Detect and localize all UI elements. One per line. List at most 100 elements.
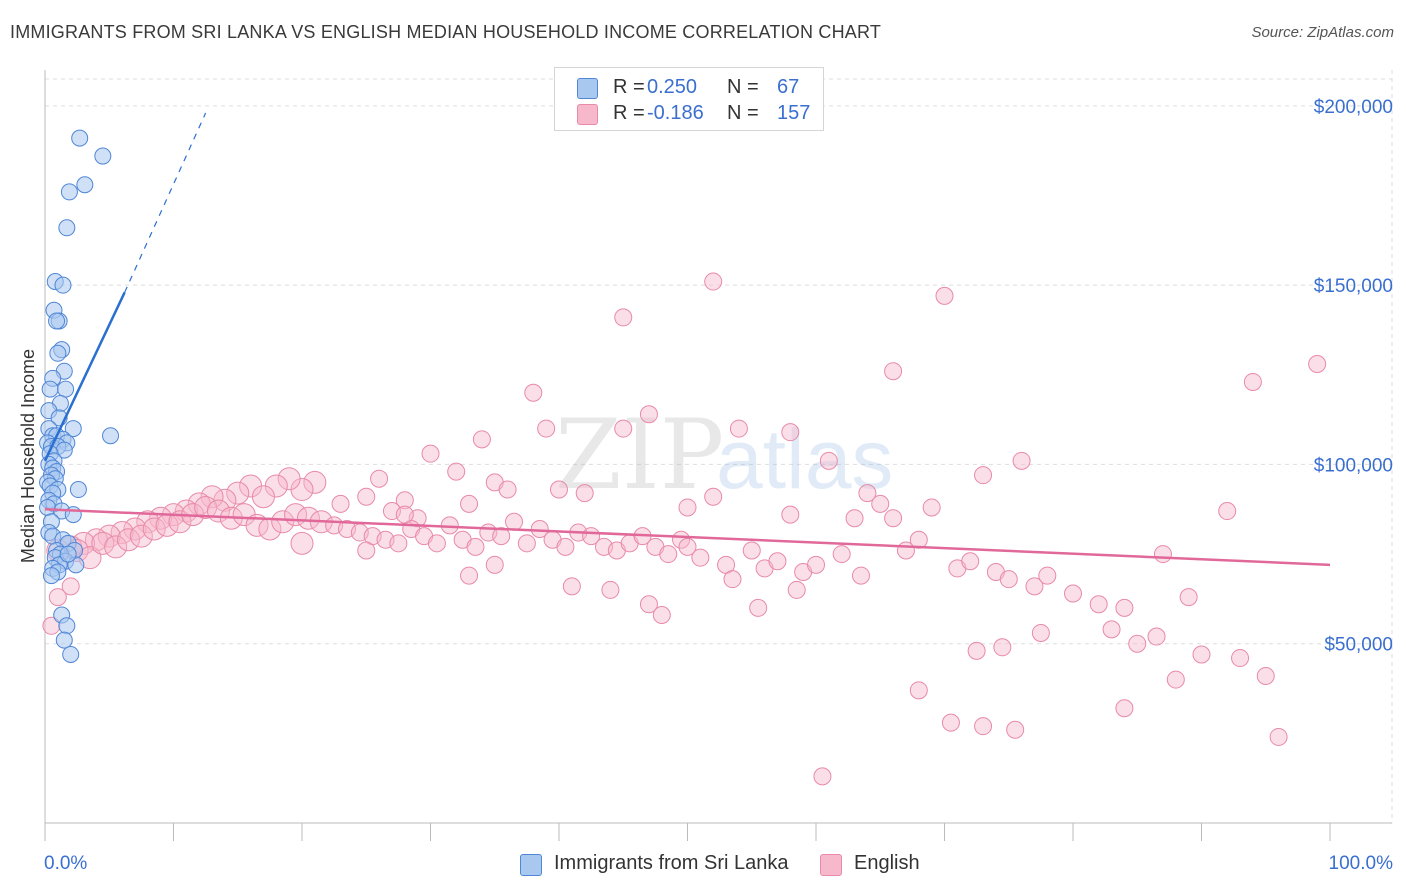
english-point <box>447 462 466 481</box>
english-point <box>296 506 320 530</box>
english-point <box>967 641 986 660</box>
english-point <box>575 484 594 503</box>
english-point <box>123 517 147 541</box>
english-point <box>1256 666 1275 685</box>
english-point <box>136 510 160 534</box>
english-point <box>1179 588 1198 607</box>
english-point <box>781 505 800 524</box>
english-point <box>704 487 723 506</box>
english-point <box>277 467 301 491</box>
y-axis-label: Median Household Income <box>18 349 38 563</box>
english-point <box>370 469 389 488</box>
sri-lanka-point <box>94 147 112 165</box>
english-point <box>819 451 838 470</box>
english-point <box>194 495 218 519</box>
english-point <box>1147 627 1166 646</box>
english-point <box>492 527 511 546</box>
legend-swatch-sri-lanka <box>577 78 598 99</box>
english-point <box>498 480 517 499</box>
legend-r-value: -0.186 <box>647 102 704 124</box>
english-point <box>290 531 314 555</box>
english-point <box>48 588 67 607</box>
bottom-legend-label-sri-lanka: Immigrants from Sri Lanka <box>554 852 789 874</box>
english-point <box>1128 634 1147 653</box>
english-point <box>601 580 620 599</box>
english-points <box>42 272 1327 786</box>
english-point <box>935 286 954 305</box>
watermark: ZIP atlas <box>555 399 893 511</box>
english-point <box>832 545 851 564</box>
legend-swatch-english <box>577 104 598 125</box>
english-point <box>395 491 414 510</box>
watermark-atlas: atlas <box>716 412 893 506</box>
english-point <box>851 566 870 585</box>
english-point <box>1025 577 1044 596</box>
english-point <box>652 606 671 625</box>
english-point <box>1308 355 1327 374</box>
english-point <box>807 555 825 574</box>
bottom-legend-label-english: English <box>854 852 920 874</box>
sri-lanka-point <box>76 176 94 194</box>
english-point <box>1166 670 1185 689</box>
english-point <box>1243 372 1262 391</box>
english-point <box>704 272 723 291</box>
y-tick-label: $50,000 <box>1324 635 1393 656</box>
sri-lanka-point <box>41 380 59 398</box>
english-point <box>678 498 697 517</box>
english-point <box>530 519 549 538</box>
english-point <box>884 362 903 381</box>
english-point <box>271 510 295 534</box>
legend-r-value: 0.250 <box>647 76 698 98</box>
english-point <box>524 383 543 402</box>
english-point <box>974 466 993 485</box>
legend-n-label: N = <box>727 76 759 98</box>
x-tick-label-min: 0.0% <box>44 853 87 874</box>
english-point <box>537 419 556 438</box>
english-point <box>1269 727 1288 746</box>
legend-n-value: 157 <box>777 102 811 124</box>
english-point <box>331 494 350 513</box>
english-point <box>1231 649 1250 668</box>
english-point <box>550 480 568 499</box>
sri-lanka-point <box>57 380 75 398</box>
english-point <box>993 638 1012 657</box>
english-point <box>1089 595 1108 614</box>
sri-lanka-point <box>102 427 120 445</box>
english-point <box>117 528 141 552</box>
english-point <box>1115 598 1134 617</box>
english-point <box>303 470 327 494</box>
english-point <box>104 535 128 559</box>
english-point <box>1153 545 1172 564</box>
english-point <box>1038 566 1057 585</box>
english-point <box>556 537 575 556</box>
watermark-zip: ZIP <box>555 399 724 511</box>
english-point <box>427 534 446 553</box>
english-point <box>659 545 678 564</box>
english-point <box>357 487 376 506</box>
english-point <box>845 509 864 528</box>
english-point <box>97 524 121 548</box>
bottom-legend-swatch-english <box>820 854 842 876</box>
legend-n-value: 67 <box>777 76 800 98</box>
y-tick-label: $150,000 <box>1314 276 1393 297</box>
english-point <box>1064 584 1082 603</box>
english-point <box>1192 645 1211 664</box>
english-point <box>749 598 768 617</box>
english-point <box>787 580 806 599</box>
sri-lanka-point <box>39 498 57 516</box>
english-point <box>858 484 877 503</box>
english-point <box>871 494 890 513</box>
english-point <box>729 419 748 438</box>
english-point <box>961 552 980 571</box>
english-point <box>460 566 479 585</box>
english-point <box>562 577 581 596</box>
english-point <box>91 531 115 555</box>
correlation-legend: R = 0.250 N = 67 R = -0.186 N = 157 <box>554 67 824 131</box>
english-point <box>614 308 633 327</box>
english-point <box>974 717 993 736</box>
x-tick-label-max: 100.0% <box>1329 853 1394 874</box>
english-point <box>723 570 742 589</box>
english-point <box>251 485 275 509</box>
legend-n-label: N = <box>727 102 759 124</box>
